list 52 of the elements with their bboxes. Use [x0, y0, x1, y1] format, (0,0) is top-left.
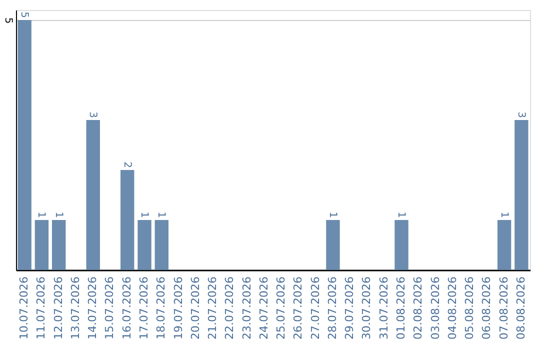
x-tick-label: 16.07.2026 [120, 276, 134, 340]
x-tick-label: 07.08.2026 [497, 276, 510, 340]
bar [394, 220, 408, 270]
data-label: 2 [121, 162, 132, 168]
bar [497, 220, 512, 270]
data-label: 1 [498, 212, 510, 218]
x-tick-label: 04.08.2026 [446, 276, 459, 340]
x-tick-label: 01.08.2026 [394, 276, 408, 340]
x-tick-label: 06.08.2026 [480, 276, 494, 340]
x-tick-label: 10.07.2026 [18, 276, 31, 340]
bar [326, 220, 340, 270]
x-tick-label: 22.07.2026 [223, 276, 236, 340]
bar [154, 220, 168, 270]
bar [18, 20, 32, 270]
data-label: 5 [18, 12, 30, 18]
data-label: 3 [515, 112, 526, 118]
data-label: 1 [326, 212, 338, 218]
x-tick-label: 18.07.2026 [154, 276, 168, 340]
x-tick-label: 23.07.2026 [240, 276, 254, 340]
bar [514, 120, 528, 270]
x-tick-label: 25.07.2026 [274, 276, 288, 340]
x-tick-label: 05.08.2026 [463, 276, 476, 340]
data-label: 1 [36, 212, 47, 218]
x-tick-label: 17.07.2026 [138, 276, 150, 340]
x-tick-label: 12.07.2026 [52, 276, 65, 340]
bar [120, 170, 134, 270]
x-tick-label: 11.07.2026 [34, 276, 48, 340]
bar [138, 220, 152, 270]
x-tick-label: 24.07.2026 [257, 276, 270, 340]
x-tick-label: 29.07.2026 [343, 276, 356, 340]
data-label: 1 [156, 212, 167, 218]
x-tick-label: 13.07.2026 [68, 276, 82, 340]
x-tick-label: 26.07.2026 [292, 276, 305, 340]
x-tick-label: 31.07.2026 [377, 276, 390, 340]
x-tick-label: 30.07.2026 [360, 276, 374, 340]
x-tick-label: 15.07.2026 [103, 276, 116, 340]
x-tick-label: 27.07.2026 [308, 276, 322, 340]
x-tick-label: 20.07.2026 [188, 276, 202, 340]
x-tick-label: 03.08.2026 [428, 276, 442, 340]
x-tick-label: 02.08.2026 [412, 276, 425, 340]
bar [52, 220, 66, 270]
x-tick-label: 28.07.2026 [326, 276, 339, 340]
bar [34, 220, 49, 270]
x-tick-label: 14.07.2026 [86, 276, 100, 340]
x-tick-label: 21.07.2026 [206, 276, 220, 340]
bar [86, 120, 100, 270]
data-label: 1 [396, 212, 406, 218]
data-label: 3 [87, 112, 98, 118]
x-tick-label: 19.07.2026 [172, 276, 185, 340]
x-tick-label: 08.08.2026 [514, 276, 528, 340]
data-label: 1 [52, 212, 64, 218]
data-label: 1 [138, 212, 150, 218]
